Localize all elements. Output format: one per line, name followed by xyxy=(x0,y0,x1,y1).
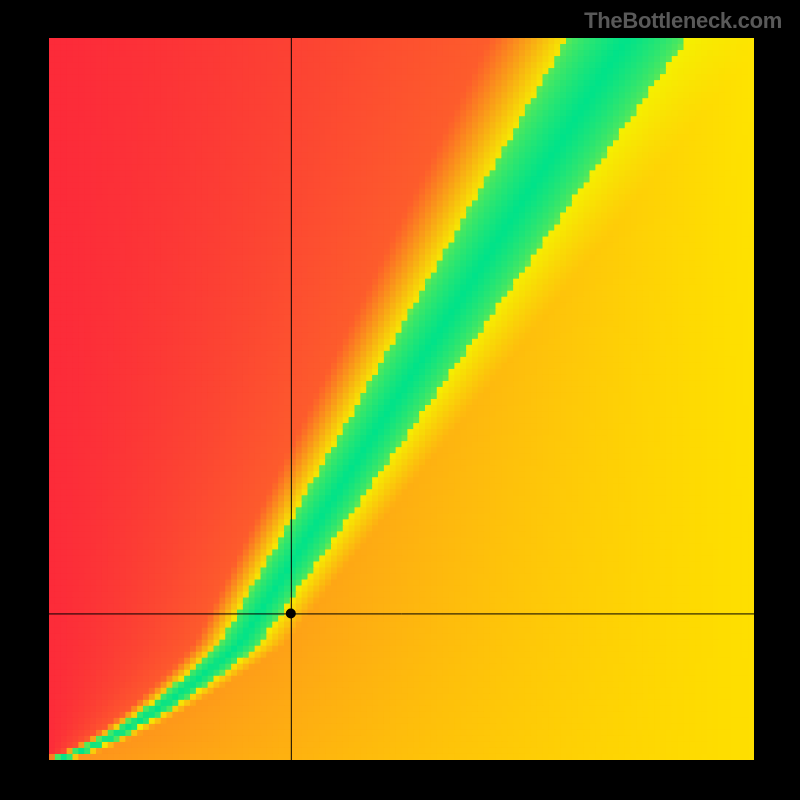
heatmap-canvas xyxy=(49,38,754,760)
chart-container: TheBottleneck.com xyxy=(0,0,800,800)
plot-area xyxy=(49,38,754,760)
watermark-text: TheBottleneck.com xyxy=(584,8,782,34)
